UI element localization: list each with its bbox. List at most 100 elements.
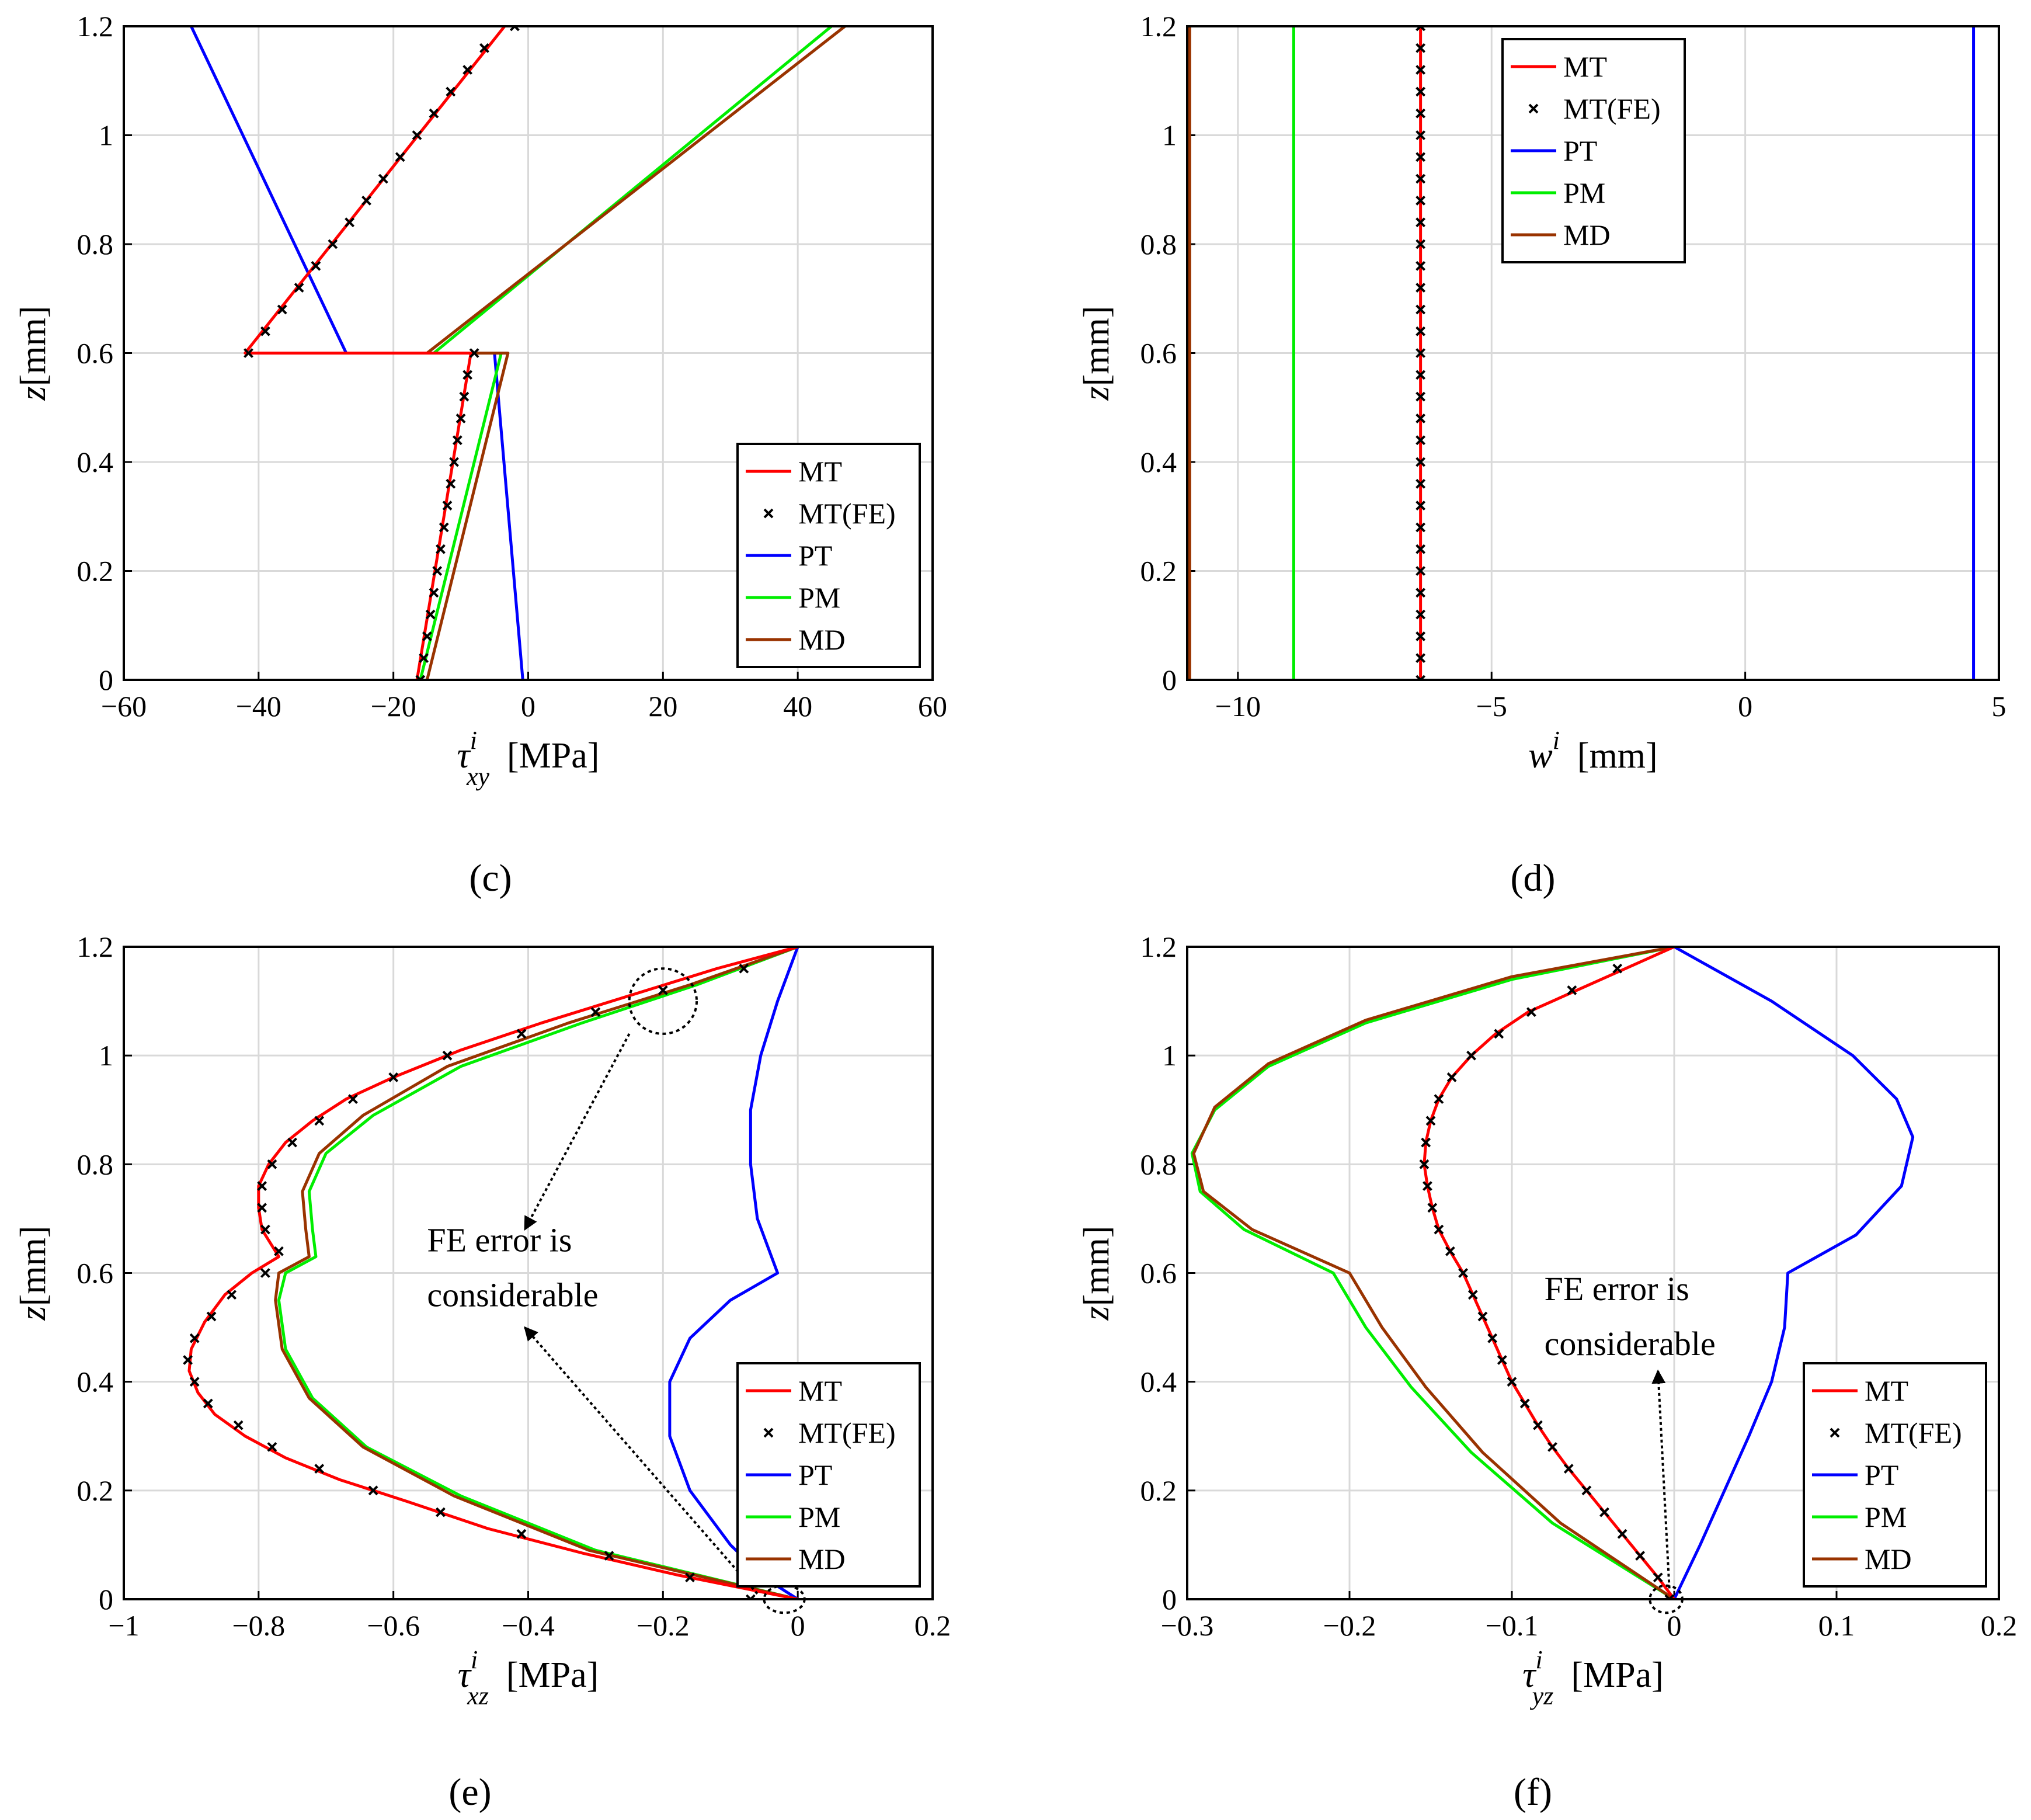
fe-marker	[1416, 65, 1426, 75]
fe-marker	[1466, 1050, 1476, 1061]
fe-marker	[260, 1268, 270, 1278]
fe-marker	[267, 1442, 277, 1452]
fe-marker	[233, 1420, 244, 1430]
y-tick-label: 0.8	[1140, 228, 1177, 261]
fe-marker	[257, 1181, 267, 1191]
legend-label: MT	[1865, 1374, 1908, 1407]
x-tick-label: −5	[1476, 690, 1507, 723]
fe-marker	[1458, 1268, 1469, 1278]
fe-marker	[1416, 435, 1426, 446]
legend-label: PM	[798, 1501, 840, 1533]
series-group	[1190, 947, 1915, 1599]
series-line-PT	[668, 947, 799, 1599]
y-axis-label: z[mm]	[13, 306, 53, 401]
fe-marker	[244, 348, 253, 358]
legend-label: MT	[798, 1374, 842, 1407]
x-tick-label: −0.2	[1323, 1609, 1376, 1642]
y-tick-label: 1.2	[77, 10, 114, 43]
fe-marker	[1497, 1355, 1507, 1365]
fe-marker	[378, 173, 388, 184]
fe-marker	[1416, 478, 1426, 489]
series-line-PT	[1672, 947, 1915, 1599]
fe-marker	[429, 108, 439, 119]
panel-caption: (d)	[1511, 857, 1556, 899]
fe-marker	[1599, 1507, 1609, 1517]
y-tick-label: 0.4	[1140, 1366, 1177, 1398]
fe-marker	[395, 152, 405, 162]
fe-marker	[604, 1551, 614, 1561]
fe-marker	[446, 86, 456, 97]
fe-marker	[1427, 1203, 1438, 1213]
y-tick-label: 0.4	[77, 446, 114, 478]
x-tick-label: −10	[1215, 690, 1261, 723]
legend: MT MT(FE) PT PM MD	[1501, 38, 1686, 263]
fe-marker	[1416, 631, 1426, 641]
fe-marker	[345, 217, 355, 228]
x-label-sup: i	[471, 1645, 478, 1674]
fe-marker	[745, 1594, 756, 1599]
panel-caption: (c)	[469, 857, 512, 899]
y-tick-label: 0	[1162, 1583, 1177, 1616]
fe-marker	[294, 283, 304, 293]
y-tick-label: 1	[99, 1039, 113, 1072]
y-tick-label: 0.8	[77, 228, 114, 261]
fe-marker	[479, 43, 489, 53]
x-label-symbol: τ	[458, 1655, 472, 1695]
y-tick-label: 0.6	[1140, 1257, 1177, 1290]
legend-label: PM	[1563, 176, 1605, 209]
fe-marker	[436, 1507, 446, 1517]
x-tick-label: −0.2	[637, 1609, 690, 1642]
fe-marker	[516, 1529, 527, 1539]
fe-marker	[189, 1377, 200, 1387]
x-tick-label: −0.3	[1161, 1609, 1214, 1642]
fe-marker	[274, 1246, 284, 1256]
fe-marker	[1416, 609, 1426, 620]
fe-marker	[1563, 1464, 1574, 1474]
y-tick-label: 0.4	[1140, 446, 1177, 478]
x-label-symbol: τ	[1522, 1655, 1537, 1695]
fe-marker	[1416, 675, 1426, 680]
y-label-unit: [mm]	[13, 306, 53, 387]
series-line-PM	[1190, 947, 1675, 1599]
fe-marker	[446, 478, 456, 489]
annotation-ellipse	[628, 967, 698, 1035]
x-label-sup: i	[1553, 726, 1560, 755]
fe-marker	[1416, 304, 1426, 315]
fe-marker	[311, 261, 321, 271]
fe-marker	[1421, 1137, 1431, 1148]
fe-marker	[452, 435, 462, 446]
fe-marker	[1416, 348, 1426, 358]
fe-marker	[1416, 391, 1426, 402]
fe-marker	[1526, 1007, 1536, 1017]
y-tick-label: 1.2	[1140, 10, 1177, 43]
fe-marker	[1494, 1029, 1504, 1039]
fe-marker	[348, 1094, 358, 1104]
y-label-unit: [mm]	[1077, 1226, 1117, 1307]
fe-marker	[1416, 544, 1426, 554]
x-label-sub: xy	[466, 762, 490, 791]
x-tick-label: −60	[101, 690, 147, 723]
annotation-text: considerable	[427, 1276, 598, 1314]
fe-marker	[1416, 108, 1426, 119]
fe-marker	[425, 609, 436, 620]
legend-swatch-marker	[763, 1427, 774, 1438]
y-tick-label: 0.6	[77, 337, 114, 370]
fe-marker	[227, 1290, 237, 1300]
y-tick-label: 0.2	[1140, 555, 1177, 588]
fe-marker	[1416, 86, 1426, 97]
series-line-MD	[274, 947, 798, 1599]
fe-marker	[1416, 326, 1426, 336]
y-tick-label: 0.6	[77, 1257, 114, 1290]
series-line-MD	[1192, 947, 1675, 1599]
y-tick-label: 1	[1162, 1039, 1177, 1072]
y-tick-label: 1.2	[77, 930, 114, 963]
y-tick-label: 0	[1162, 664, 1177, 696]
axes-frame	[1186, 25, 2000, 681]
fe-marker	[1416, 152, 1426, 162]
fe-marker	[1423, 1181, 1432, 1191]
fe-marker	[422, 631, 432, 641]
annotation-ellipse	[1649, 1584, 1684, 1614]
x-label-unit: [MPa]	[507, 736, 599, 776]
x-tick-label: −40	[236, 690, 281, 723]
y-tick-label: 0.8	[77, 1148, 114, 1180]
